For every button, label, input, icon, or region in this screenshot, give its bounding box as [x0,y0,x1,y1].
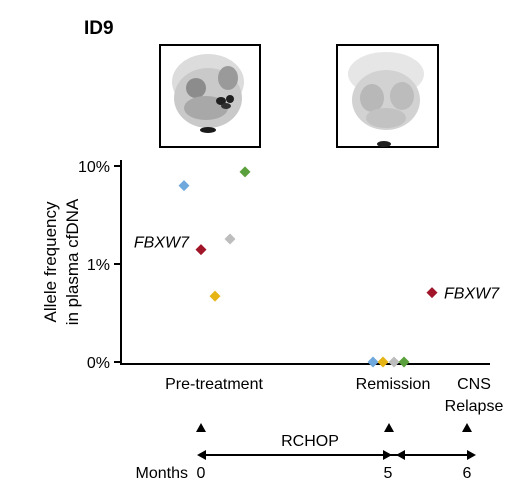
data-point-diamond [224,233,236,245]
arrow-head [396,450,405,460]
pet-scan-pre-treatment [159,44,261,148]
annotation-fbxw7-relapse: FBXW7 [444,286,500,303]
data-point-diamond [377,356,389,368]
month-value-0: 0 [197,465,206,482]
data-point-diamond [178,180,190,192]
data-point-diamond [239,166,251,178]
panel-label: ID9 [84,18,114,39]
month-value-5: 5 [384,465,393,482]
pet-scan-remission [336,44,439,148]
data-point-diamond [195,244,207,256]
data-point-diamond [367,356,379,368]
category-label-remission: Remission [356,376,431,393]
category-label-relapse: Relapse [445,398,504,415]
rchop-label: RCHOP [281,433,339,450]
arrow-head [197,450,206,460]
data-point-diamond [209,290,221,302]
month-value-6: 6 [463,465,472,482]
y-axis-label-line-1: Allele frequency [41,201,60,322]
data-points [178,166,438,368]
y-tick-label: 1% [87,257,110,274]
timepoint-marker [196,423,206,432]
data-point-diamond [426,287,438,299]
timepoint-marker [462,423,472,432]
data-point-diamond [388,356,400,368]
y-axis-label-line-2: in plasma cfDNA [63,198,82,325]
y-tick-label: 0% [87,355,110,372]
arrow-head [383,450,392,460]
y-tick-label: 10% [78,159,110,176]
arrow-head [467,450,476,460]
months-label: Months [136,465,188,482]
category-label-cns: CNS [457,376,491,393]
data-point-diamond [398,356,410,368]
timepoint-marker [384,423,394,432]
annotation-fbxw7-pre: FBXW7 [134,235,190,252]
category-label-pre-treatment: Pre-treatment [165,376,263,393]
timeline: RCHOP Months 0 5 6 [136,423,476,482]
